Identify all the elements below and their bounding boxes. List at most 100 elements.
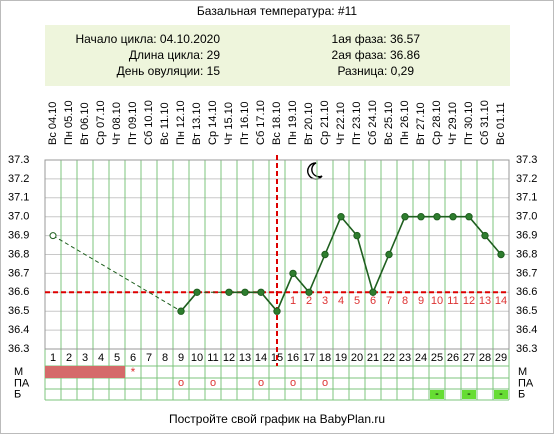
- x-tick-label: 16: [287, 352, 299, 364]
- temperature-point: [481, 231, 489, 240]
- date-label: Ср 21.10: [319, 100, 331, 145]
- y-tick-label: 36.9: [516, 230, 537, 242]
- date-label: Вт 20.10: [303, 102, 315, 145]
- x-tick-label: 24: [415, 352, 427, 364]
- y-tick-label: 37.2: [8, 173, 29, 185]
- menstruation-cell: [109, 366, 125, 378]
- date-label: Чт 15.10: [223, 102, 235, 145]
- phase2-day: 6: [370, 295, 376, 307]
- pa-mark: o: [178, 377, 184, 389]
- menstruation-cell: [77, 366, 93, 378]
- x-tick-label: 10: [191, 352, 203, 364]
- row-label: ПА: [14, 377, 30, 389]
- date-label: Пт 23.10: [351, 101, 363, 145]
- x-tick-label: 4: [98, 352, 104, 364]
- temperature-point: [177, 307, 185, 315]
- info-text: 1ая фаза: 36.57: [332, 32, 421, 46]
- pa-mark: o: [290, 377, 296, 389]
- x-tick-label: 21: [367, 352, 379, 364]
- info-text: Начало цикла: 04.10.2020: [75, 32, 220, 46]
- temperature-point: [305, 288, 313, 296]
- title: Базальная температура: #11: [197, 4, 357, 18]
- temperature-point: [417, 213, 425, 221]
- footer: Постройте свой график на BabyPlan.ru: [169, 412, 385, 426]
- y-tick-label: 36.8: [516, 248, 537, 260]
- y-tick-label: 37.3: [8, 154, 29, 166]
- y-tick-label: 36.5: [8, 305, 29, 317]
- date-label: Сб 17.10: [255, 100, 267, 145]
- y-tick-label: 36.8: [8, 248, 29, 260]
- y-tick-label: 36.3: [516, 343, 537, 355]
- date-label: Чт 08.10: [111, 102, 123, 145]
- row-label: М: [14, 366, 23, 378]
- date-label: Чт 22.10: [335, 102, 347, 145]
- date-label: Ср 28.10: [431, 100, 443, 145]
- date-label: Пн 26.10: [399, 100, 411, 145]
- date-label: Сб 24.10: [367, 100, 379, 145]
- date-label: Вс 01.11: [495, 102, 507, 145]
- temperature-point: [321, 250, 329, 259]
- row-label: ПА: [518, 377, 534, 389]
- phase2-day: 2: [306, 295, 312, 307]
- date-label: Вт 06.10: [79, 102, 91, 145]
- y-tick-label: 36.7: [516, 267, 537, 279]
- temperature-point: [369, 288, 377, 296]
- date-label: Вт 13.10: [191, 102, 203, 145]
- row-label: Б: [518, 388, 525, 400]
- x-tick-label: 8: [162, 352, 168, 364]
- date-label: Ср 07.10: [95, 100, 107, 145]
- x-tick-label: 25: [431, 352, 443, 364]
- moon-icon: [307, 162, 323, 180]
- info-text: День овуляции: 15: [117, 64, 221, 78]
- x-tick-label: 28: [479, 352, 491, 364]
- temperature-point: [385, 250, 393, 259]
- x-tick-label: 7: [146, 352, 152, 364]
- temperature-point: [289, 269, 297, 278]
- y-tick-label: 36.6: [8, 286, 29, 298]
- b-cell: [462, 390, 476, 399]
- info-text: Разница: 0,29: [337, 64, 414, 78]
- date-label: Вс 25.10: [383, 102, 395, 145]
- temperature-point: [353, 231, 361, 240]
- phase2-day: 5: [354, 295, 360, 307]
- date-label: Вт 27.10: [415, 102, 427, 145]
- y-tick-label: 36.4: [516, 324, 537, 336]
- date-label: Чт 29.10: [447, 102, 459, 145]
- phase2-day: 13: [479, 295, 491, 307]
- temperature-point: [273, 307, 281, 315]
- phase2-day: 14: [495, 295, 507, 307]
- gap-connector: [52, 235, 182, 312]
- temperature-point: [497, 250, 505, 259]
- info-text: Длина цикла: 29: [129, 48, 220, 62]
- menstruation-cell: [61, 366, 77, 378]
- date-label: Вс 04.10: [47, 102, 59, 145]
- phase2-day: 3: [322, 295, 328, 307]
- y-tick-label: 36.7: [8, 267, 29, 279]
- b-cell: [430, 390, 444, 399]
- y-tick-label: 36.9: [8, 230, 29, 242]
- y-tick-label: 36.3: [8, 343, 29, 355]
- info-box: [45, 25, 510, 86]
- x-tick-label: 3: [82, 352, 88, 364]
- x-tick-label: 17: [303, 352, 315, 364]
- x-tick-label: 11: [207, 352, 218, 364]
- info-text: 2ая фаза: 36.86: [332, 48, 421, 62]
- phase2-day: 10: [431, 295, 443, 307]
- phase2-day: 9: [418, 295, 424, 307]
- x-tick-label: 19: [335, 352, 347, 364]
- temperature-point: [193, 288, 201, 296]
- x-tick-label: 5: [114, 352, 120, 364]
- x-tick-label: 6: [130, 352, 136, 364]
- date-label: Сб 10.10: [143, 100, 155, 145]
- y-tick-label: 37.1: [8, 192, 29, 204]
- phase2-day: 1: [290, 295, 296, 307]
- x-tick-label: 13: [239, 352, 251, 364]
- x-tick-label: 12: [223, 352, 235, 364]
- phase2-day: 12: [463, 295, 475, 307]
- x-tick-label: 27: [463, 352, 475, 364]
- pa-mark: o: [322, 377, 328, 389]
- date-label: Пн 05.10: [63, 100, 75, 145]
- menstruation-cell: [45, 366, 61, 378]
- date-label: Вс 11.10: [159, 102, 171, 145]
- phase2-day: 8: [402, 295, 408, 307]
